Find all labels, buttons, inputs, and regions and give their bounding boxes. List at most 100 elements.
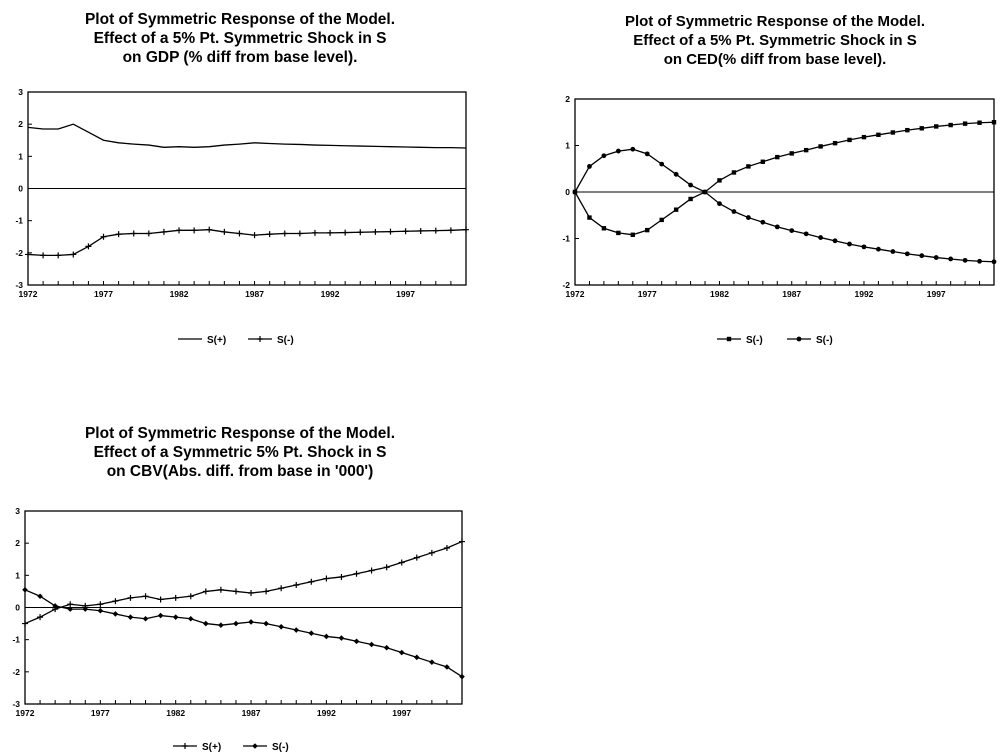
chart-3-y-tick-label: 3 — [15, 506, 20, 516]
chart-1-legend-label: S(+) — [207, 335, 226, 346]
chart-1-series-2-point — [387, 228, 394, 235]
chart-2-x-tick-label: 1997 — [927, 289, 946, 299]
chart-3-series-2 — [22, 587, 465, 680]
chart-1-series-2-point — [100, 233, 107, 240]
chart-2-legend-marker — [726, 336, 732, 342]
chart-2-series-1-point — [832, 140, 838, 146]
chart-1-y-tick-label: -2 — [15, 248, 23, 258]
chart-3-series-1-point — [398, 559, 405, 566]
chart-3-x-tick-label: 1977 — [91, 708, 110, 718]
chart-1-series-2-point — [447, 227, 454, 234]
chart-2-series-2-point — [948, 256, 954, 262]
chart-3-series-2-point — [97, 607, 104, 614]
chart-1-series-2-point — [55, 252, 62, 259]
chart-2-series-1-point — [905, 127, 910, 133]
chart-1-legend-item-2: S(-) — [248, 335, 294, 346]
chart-1-x-tick-label: 1992 — [321, 289, 340, 299]
chart-3-series-2-point — [338, 635, 345, 641]
chart-1-series-2-point — [70, 251, 77, 258]
chart-2-y-tick-label: -1 — [562, 234, 570, 244]
chart-3-y-tick-label: 1 — [15, 570, 20, 580]
chart-1-series-2-point — [85, 243, 92, 250]
chart-2-legend-label: S(-) — [816, 335, 833, 346]
chart-2-series-2-line — [574, 148, 995, 263]
chart-1-x-tick-label: 1982 — [170, 289, 189, 299]
chart-3-legend-marker — [252, 743, 258, 749]
chart-2-series-1-point — [760, 159, 766, 164]
chart-3-series-1-point — [217, 586, 224, 593]
chart-1-title-line-2: Effect of a 5% Pt. Symmetric Shock in S — [93, 30, 387, 47]
chart-1-series-2-point — [251, 232, 258, 239]
chart-3-legend-label: S(-) — [272, 742, 289, 753]
chart-2-series-2-point — [919, 253, 925, 259]
chart-3-series-1-point — [338, 573, 345, 580]
chart-1-series-2-point — [342, 229, 349, 236]
chart-2-series-2-point — [587, 164, 592, 169]
chart-3: -3 -2 -1 0 1 2 3 1972 1977 1982 1987 1992 1997 S(+) S(… — [12, 506, 465, 753]
chart-3-x-tick-label: 1982 — [166, 708, 185, 718]
chart-2-title-line-3: on CED(% diff from base level). — [663, 51, 887, 68]
chart-3-series-2-point — [263, 620, 269, 627]
chart-1-series-2-point — [281, 230, 288, 237]
chart-2-series-1-point — [818, 144, 823, 149]
chart-3-series-1-point — [459, 538, 465, 545]
chart-1-title: Plot of Symmetric Response of the Model.… — [10, 10, 470, 67]
chart-3-series-2-line — [24, 589, 463, 678]
chart-3-series-2-point — [142, 615, 149, 622]
chart-1-series-1 — [27, 123, 467, 149]
chart-2-title: Plot of Symmetric Response of the Model.… — [540, 12, 1000, 69]
chart-1-title-line-1: Plot of Symmetric Response of the Model. — [84, 11, 396, 28]
chart-3-series-2-point — [203, 620, 209, 627]
chart-2-legend-label: S(-) — [746, 335, 763, 346]
chart-2-series-1-point — [890, 130, 896, 135]
chart-1-x-tick-label: 1977 — [94, 289, 113, 299]
chart-3-series-1-point — [22, 620, 28, 627]
chart-2-y-tick-label: 0 — [565, 187, 570, 197]
chart-3-series-1-point — [187, 593, 194, 600]
chart-2-series-2-point — [962, 257, 968, 263]
chart-3-series-1-point — [443, 544, 450, 551]
chart-3-series-2-point — [37, 593, 43, 600]
chart-3-series-1 — [22, 538, 465, 627]
chart-2-series-2-point — [659, 161, 665, 167]
chart-3-series-1-point — [97, 601, 104, 608]
chart-1-title-line-3: on GDP (% diff from base level). — [122, 49, 358, 66]
chart-1-series-2-point — [160, 228, 167, 235]
chart-1-series-2-point — [236, 230, 243, 237]
chart-2-legend-item-2: S(-) — [787, 335, 833, 346]
chart-2-series-1-point — [934, 124, 939, 129]
chart-2-series-2-point — [933, 255, 939, 260]
chart-2-series-2 — [572, 146, 997, 265]
chart-2-legend-marker — [796, 336, 802, 342]
chart-3-series-1-point — [293, 581, 300, 588]
chart-1-series-2-point — [417, 227, 424, 234]
chart-2-x-tick-label: 1987 — [782, 289, 801, 299]
chart-2-legend-item-1: S(-) — [717, 335, 763, 346]
chart-1-series-2-point — [463, 226, 469, 233]
chart-1-series-2-point — [432, 227, 439, 234]
chart-2-series-1-point — [601, 226, 607, 231]
chart-3-series-2-point — [157, 612, 164, 619]
chart-2-x-tick-label: 1972 — [566, 289, 585, 299]
chart-1-y-tick-label: -3 — [15, 280, 23, 290]
chart-3-series-2-point — [112, 611, 119, 617]
chart-3-legend-label: S(+) — [202, 742, 221, 753]
chart-2-series-2-point — [789, 228, 795, 233]
chart-2-series-2-point — [601, 153, 607, 159]
chart-2-y-tick-label: 1 — [565, 141, 570, 151]
chart-2-series-1-point — [861, 134, 867, 140]
chart-2-series-2-point — [688, 182, 693, 188]
chart-2-series-1-point — [673, 207, 679, 212]
chart-3-series-1-point — [353, 570, 360, 577]
chart-2-series-1-point — [991, 120, 997, 125]
chart-3-y-tick-label: -2 — [12, 667, 20, 677]
chart-1-legend-item-1: S(+) — [178, 335, 226, 346]
chart-1-series-2-point — [402, 228, 409, 235]
chart-1-series-2-point — [266, 231, 273, 238]
chart-2-y-tick-label: -2 — [562, 280, 570, 290]
chart-3-series-1-point — [263, 588, 270, 595]
chart-2-series-2-point — [876, 246, 881, 252]
chart-2-series-1-point — [789, 151, 794, 156]
chart-2-series-2-point — [861, 244, 867, 250]
chart-3-series-2-point — [398, 649, 405, 656]
